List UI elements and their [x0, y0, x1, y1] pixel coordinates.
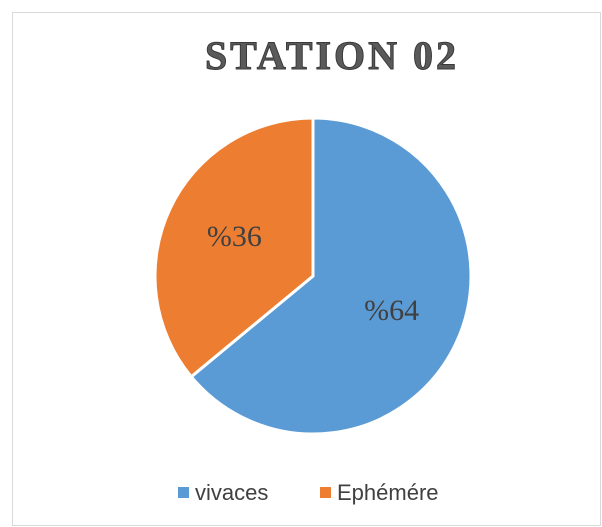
- pie-slice: [189, 116, 473, 436]
- pie-slice: [153, 116, 315, 379]
- legend-swatch: [320, 487, 331, 498]
- data-label: %64: [364, 294, 419, 327]
- chart-title: STATION 02: [205, 33, 459, 78]
- data-label: %36: [207, 220, 262, 253]
- legend-label: Ephémére: [337, 480, 439, 505]
- legend-swatch: [178, 487, 189, 498]
- legend-label: vivaces: [195, 480, 268, 505]
